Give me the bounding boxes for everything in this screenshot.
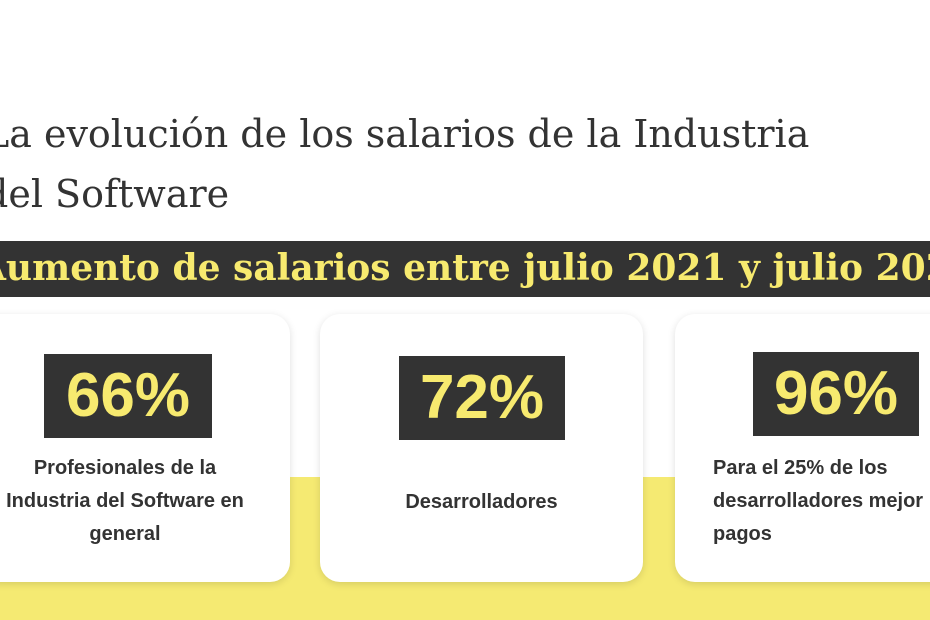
stat-label-developers: Desarrolladores	[405, 491, 558, 513]
banner: Aumento de salarios entre julio 2021 y j…	[0, 241, 930, 297]
stat-card-general: 66% Profesionales de la Industria del So…	[0, 314, 290, 582]
banner-title: Aumento de salarios entre julio 2021 y j…	[0, 247, 930, 289]
page-heading-line-1: La evolución de los salarios de la Indus…	[0, 112, 810, 156]
stat-label-top-developers: Para el 25% de los desarrolladores mejor…	[713, 457, 924, 545]
stat-card-top-developers: 96% Para el 25% de los desarrolladores m…	[675, 314, 930, 582]
stat-value-developers: 72%	[399, 356, 565, 440]
stat-label-general: Profesionales de la Industria del Softwa…	[6, 457, 244, 545]
stat-value-top-developers: 96%	[753, 352, 919, 436]
page-heading: La evolución de los salarios de la Indus…	[0, 104, 924, 224]
stat-value-general: 66%	[44, 354, 212, 438]
page-heading-line-2: del Software	[0, 172, 230, 216]
stat-card-developers: 72% Desarrolladores	[320, 314, 643, 582]
